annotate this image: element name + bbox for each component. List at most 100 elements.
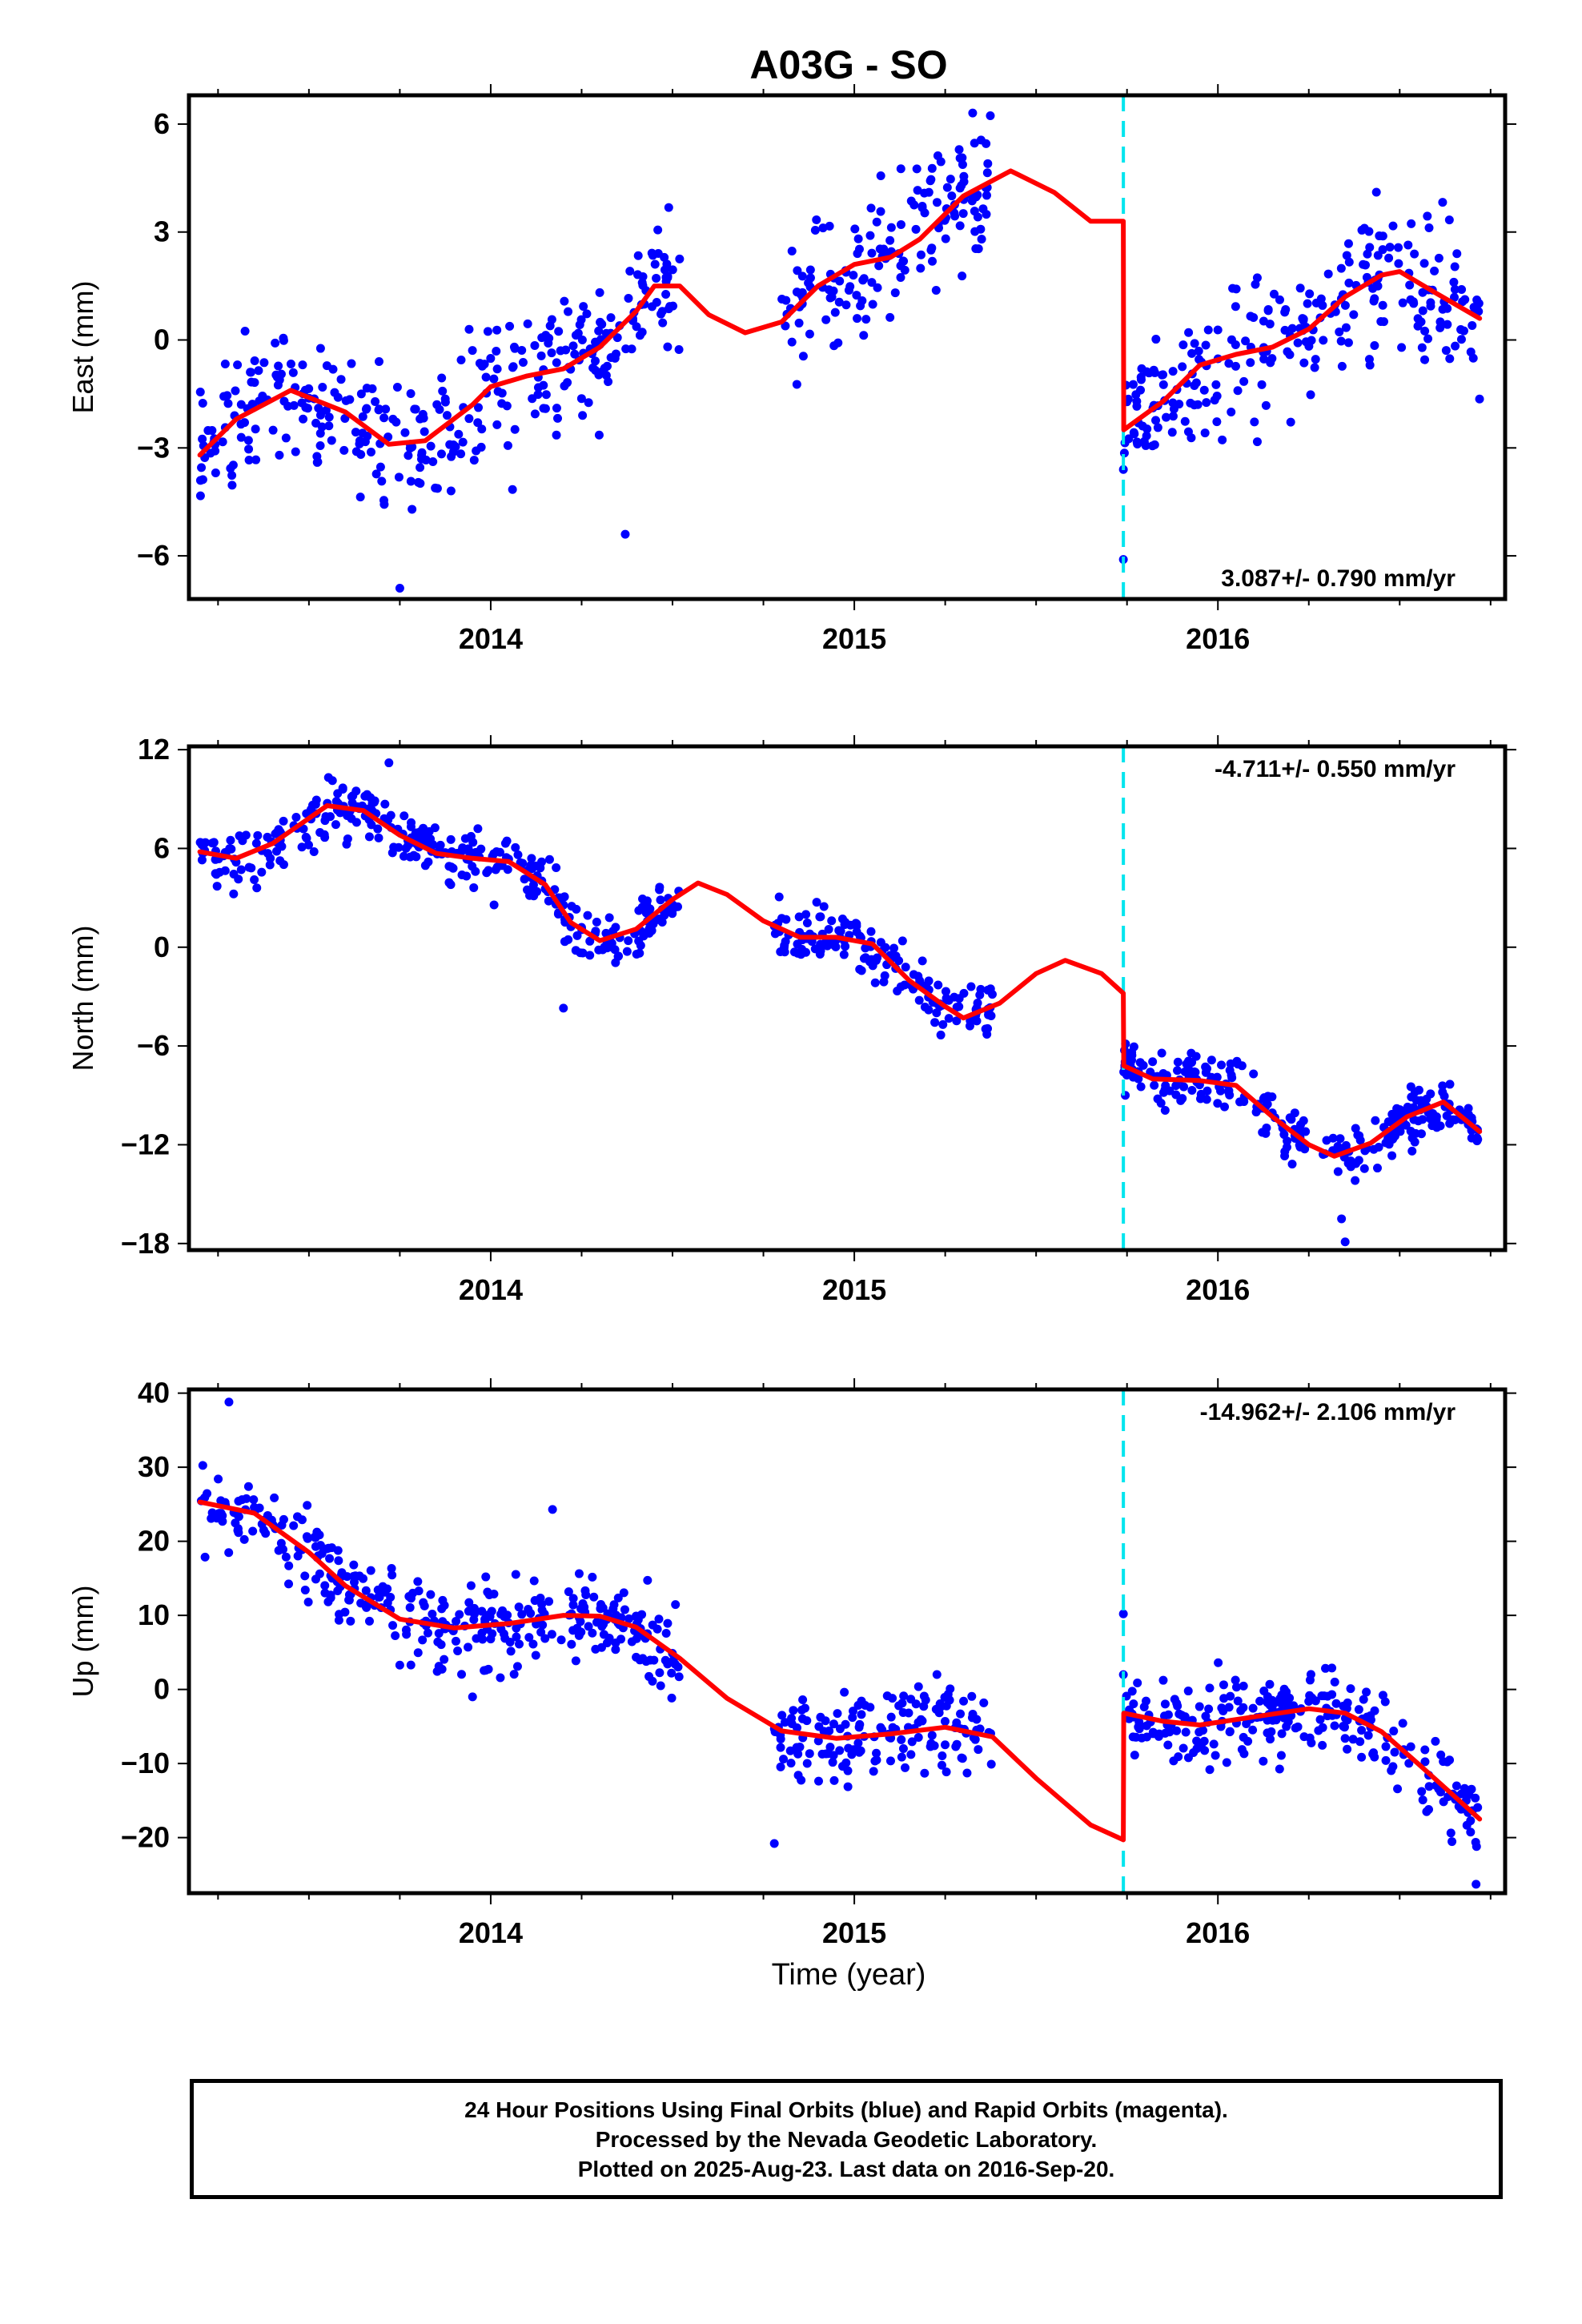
data-point [655, 1668, 665, 1678]
data-point [624, 294, 633, 304]
data-point [303, 1501, 312, 1510]
data-point [1435, 323, 1445, 332]
data-point [472, 446, 481, 456]
y-tick-label: −6 [137, 539, 170, 572]
data-point [259, 358, 269, 368]
data-point [248, 1526, 258, 1536]
data-point [475, 359, 484, 368]
data-point [594, 430, 604, 440]
data-point [1139, 1703, 1149, 1712]
data-point [564, 307, 573, 316]
data-point [1281, 305, 1291, 315]
data-point [909, 200, 919, 210]
data-point [1236, 1706, 1246, 1715]
data-point [1418, 306, 1427, 316]
data-point [1474, 299, 1484, 308]
data-point [281, 433, 291, 443]
data-point [197, 463, 207, 472]
data-point [1267, 354, 1277, 364]
data-point [1331, 1699, 1341, 1708]
data-point [800, 1703, 809, 1713]
data-point [810, 226, 820, 235]
data-point [588, 1572, 597, 1582]
data-point [882, 1691, 892, 1701]
data-point [829, 1719, 838, 1729]
data-point [781, 296, 791, 305]
data-point [798, 1695, 808, 1704]
data-point [950, 211, 960, 221]
data-point [379, 413, 389, 423]
data-point [1178, 1743, 1188, 1753]
data-point [457, 870, 467, 880]
data-point [538, 1620, 548, 1630]
data-point [632, 949, 641, 959]
data-point [1210, 396, 1219, 405]
data-point [1471, 1837, 1480, 1847]
data-point [1340, 1237, 1350, 1247]
data-point [639, 931, 648, 941]
data-point [606, 313, 616, 323]
data-point [408, 505, 417, 514]
data-point [1136, 372, 1146, 382]
data-point [338, 783, 347, 793]
data-point [591, 1644, 600, 1654]
data-point [932, 1670, 942, 1679]
data-point [513, 850, 523, 859]
data-point [1124, 434, 1134, 444]
data-point [1359, 1164, 1369, 1173]
data-point [413, 1648, 423, 1658]
data-point [1195, 1702, 1204, 1711]
data-point [867, 278, 877, 287]
data-point [486, 354, 496, 364]
data-point [472, 1634, 481, 1643]
data-point [345, 395, 355, 404]
data-point [813, 1776, 823, 1786]
data-point [374, 357, 383, 367]
data-point [207, 1508, 217, 1518]
data-point [571, 946, 580, 955]
data-point [517, 345, 527, 355]
y-tick-label: −12 [121, 1128, 170, 1160]
data-point [560, 296, 569, 306]
data-point [1248, 1703, 1258, 1713]
data-point [1354, 1705, 1363, 1715]
data-point [358, 412, 367, 421]
data-point [840, 920, 849, 930]
data-point [951, 1742, 961, 1751]
y-tick-label: 10 [138, 1598, 170, 1631]
data-point [853, 234, 863, 243]
data-point [656, 895, 665, 905]
data-point [473, 418, 483, 428]
data-point [853, 1739, 863, 1748]
data-point [1187, 348, 1197, 358]
data-point [442, 411, 452, 420]
data-point [805, 329, 814, 339]
data-point [667, 1693, 677, 1703]
data-point [374, 833, 383, 842]
data-point [1348, 1735, 1358, 1744]
data-point [1330, 1721, 1339, 1731]
data-point [511, 1570, 520, 1579]
data-point [576, 1604, 586, 1614]
data-point [602, 361, 612, 371]
data-point [1311, 355, 1320, 364]
y-tick-label: −20 [121, 1821, 170, 1854]
data-point [661, 1655, 670, 1665]
data-point [568, 1626, 578, 1635]
data-point [448, 863, 458, 873]
data-point [454, 429, 464, 439]
data-point [913, 1682, 923, 1691]
data-point [1211, 1751, 1220, 1760]
data-point [1327, 1690, 1337, 1699]
data-point [356, 389, 366, 399]
data-point [1303, 299, 1312, 308]
plot-frame [187, 1387, 1508, 1896]
data-point [1167, 428, 1177, 437]
data-point [937, 1760, 946, 1770]
data-point [1160, 1106, 1170, 1116]
x-axis-label: Time (year) [772, 1958, 926, 1992]
data-point [528, 864, 537, 874]
data-point [875, 244, 885, 254]
data-point [423, 1628, 432, 1638]
data-point [1420, 1757, 1430, 1767]
